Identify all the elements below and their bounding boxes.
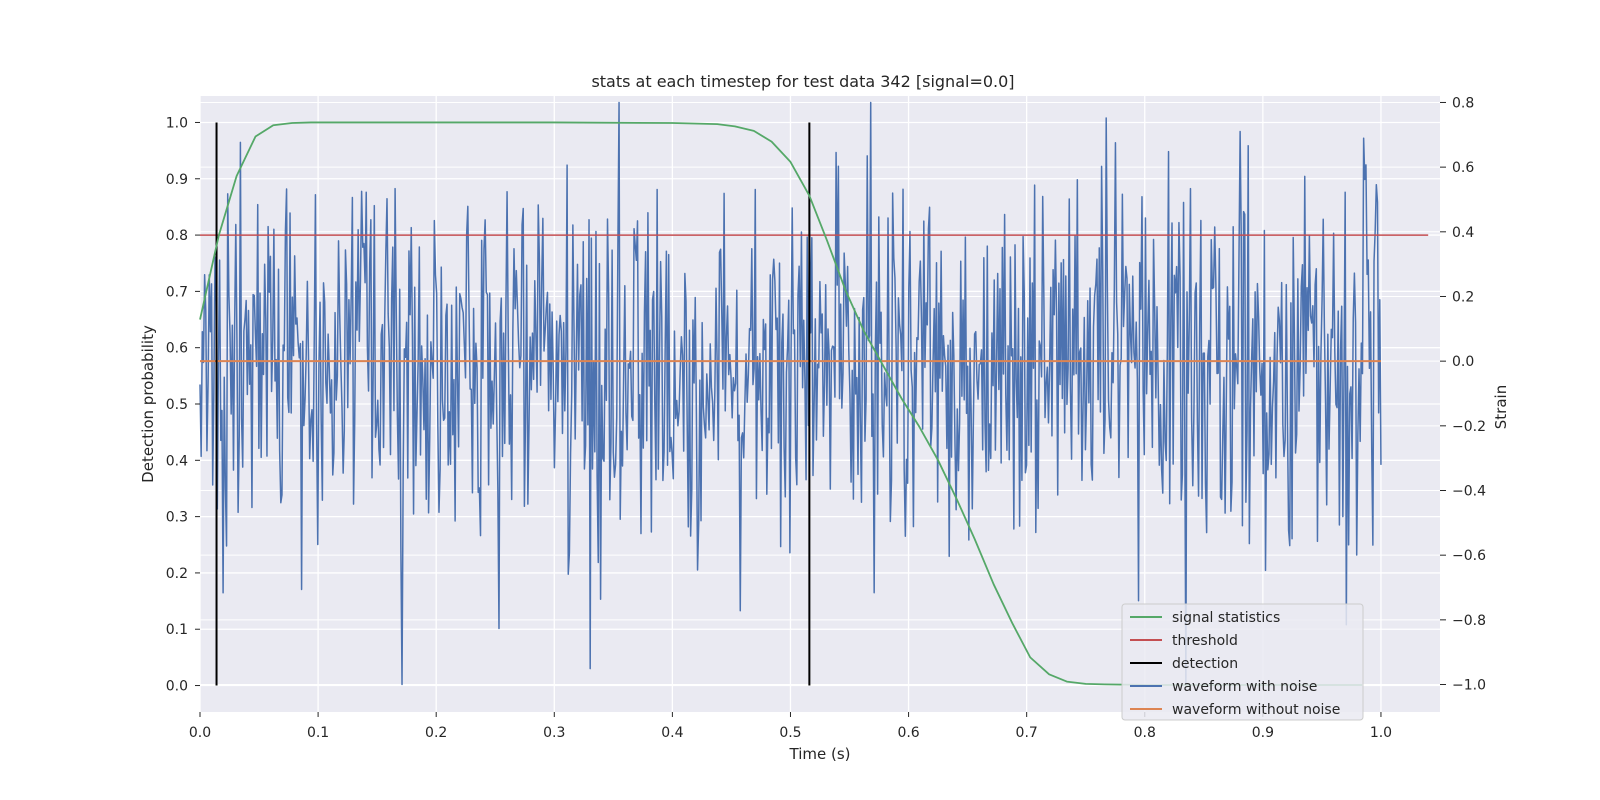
x-tick-label-7: 0.7	[1016, 725, 1038, 741]
x-tick-label-6: 0.6	[897, 725, 919, 741]
x-tick-label-8: 0.8	[1134, 725, 1156, 741]
x-tick-label-2: 0.2	[425, 725, 447, 741]
legend: signal statistics threshold detection wa…	[1121, 603, 1364, 721]
x-tick-label-10: 1.0	[1370, 725, 1392, 741]
y-left-tick-label-4: 0.4	[166, 453, 188, 469]
y-left-tick-label-7: 0.7	[166, 284, 188, 300]
y-left-tick-label-3: 0.3	[166, 510, 188, 526]
y-right-tick-label-6: 0.2	[1452, 289, 1474, 305]
legend-label-signal-statistics: signal statistics	[1172, 610, 1280, 626]
chart-title: stats at each timestep for test data 342…	[591, 72, 1014, 91]
y-left-tick-label-2: 0.2	[166, 566, 188, 582]
x-tick-label-5: 0.5	[779, 725, 801, 741]
x-tick-label-3: 0.3	[543, 725, 565, 741]
y-right-tick-label-7: 0.4	[1452, 225, 1474, 241]
x-tick-label-1: 0.1	[307, 725, 329, 741]
x-tick-label-9: 0.9	[1252, 725, 1274, 741]
legend-label-waveform-with-noise: waveform with noise	[1172, 679, 1317, 695]
legend-box	[1121, 603, 1364, 721]
x-ticks: 0.0 0.1 0.2 0.3 0.4 0.5 0.6 0.7 0.8 0.9 1.0	[189, 712, 1392, 741]
y-left-tick-label-10: 1.0	[166, 115, 188, 131]
y-right-tick-label-8: 0.6	[1452, 160, 1474, 176]
legend-label-threshold: threshold	[1172, 633, 1238, 649]
y-left-axis-label: Detection probability	[139, 325, 157, 483]
y-right-tick-label-0: −1.0	[1452, 678, 1486, 694]
y-right-tick-label-4: −0.2	[1452, 419, 1486, 435]
y-left-tick-label-0: 0.0	[166, 679, 188, 695]
series-layer	[199, 101, 1429, 686]
x-axis-label: Time (s)	[789, 745, 851, 763]
y-left-tick-label-5: 0.5	[166, 397, 188, 413]
legend-label-detection: detection	[1172, 656, 1238, 672]
y-left-tick-label-1: 0.1	[166, 622, 188, 638]
y-right-tick-label-1: −0.8	[1452, 613, 1486, 629]
y-left-tick-label-8: 0.8	[166, 228, 188, 244]
x-tick-label-4: 0.4	[661, 725, 683, 741]
y-right-tick-label-9: 0.8	[1452, 95, 1474, 111]
y-right-tick-label-2: −0.6	[1452, 548, 1486, 564]
y-right-tick-label-5: 0.0	[1452, 354, 1474, 370]
y-left-tick-label-6: 0.6	[166, 341, 188, 357]
y-right-axis-label: Strain	[1492, 385, 1510, 429]
series-signal-statistics	[199, 121, 1363, 686]
series-waveform-with-noise	[199, 101, 1382, 686]
y-right-tick-label-3: −0.4	[1452, 483, 1486, 499]
legend-label-waveform-without-noise: waveform without noise	[1172, 702, 1340, 718]
y-right-ticks: −1.0 −0.8 −0.6 −0.4 −0.2 0.0 0.2 0.4 0.6 0.8	[1440, 95, 1486, 694]
y-left-ticks: 0.0 0.1 0.2 0.3 0.4 0.5 0.6 0.7 0.8 0.9 1.0	[166, 115, 200, 695]
y-left-tick-label-9: 0.9	[166, 172, 188, 188]
x-tick-label-0: 0.0	[189, 725, 211, 741]
